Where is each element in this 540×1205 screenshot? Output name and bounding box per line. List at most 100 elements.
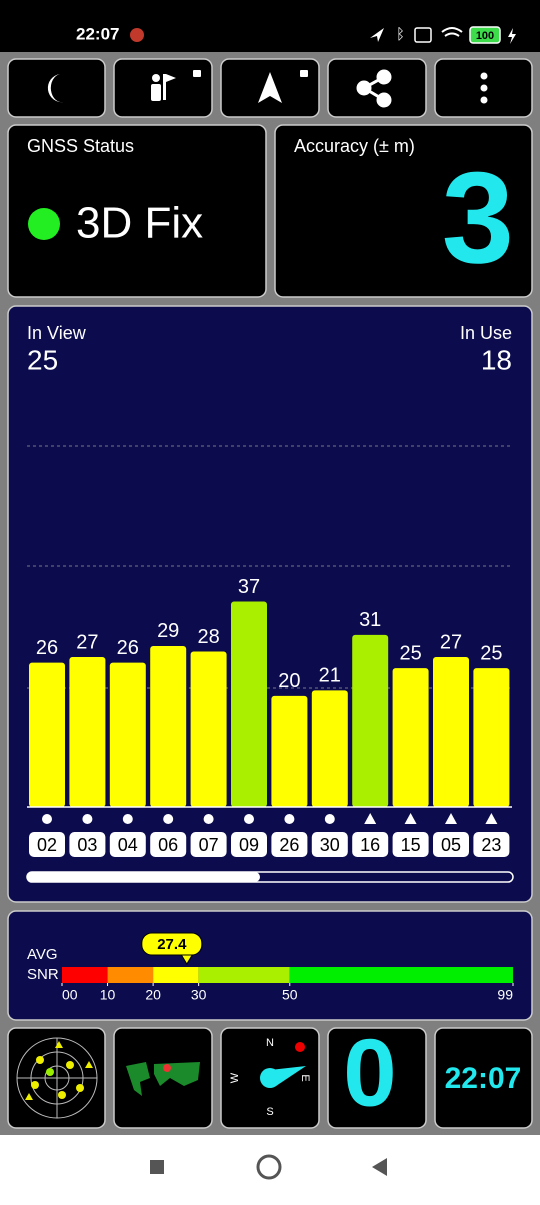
snr-tick-label: 20 [145, 987, 161, 1003]
in-use-marker [284, 814, 295, 824]
compass-letter: W [229, 1072, 241, 1083]
scrollbar-thumb[interactable] [27, 872, 260, 882]
value-label: 29 [157, 620, 179, 642]
bar [150, 645, 187, 807]
snr-label: SNR [27, 966, 59, 983]
snr-tick-label: 10 [100, 987, 116, 1003]
gnss-panel [7, 124, 267, 298]
battery [469, 26, 501, 44]
snr-tick-label: 50 [282, 987, 298, 1003]
prn-label: 16 [360, 835, 380, 855]
gnss-title: GNSS Status [27, 136, 134, 156]
value-label: 28 [197, 626, 219, 648]
in-use-marker [122, 814, 133, 824]
snr-label: AVG [27, 946, 58, 963]
in-use-marker [485, 813, 498, 824]
prn-box [150, 832, 187, 857]
snr-segment [62, 967, 108, 983]
share-icon [356, 69, 392, 108]
snr-segment [198, 967, 290, 983]
bar [190, 651, 227, 807]
prn-label: 07 [199, 835, 219, 855]
snr-scale: 00 10 20 30 50 99 27.4 [61, 932, 514, 1003]
share-button[interactable] [327, 58, 427, 118]
bar [271, 695, 308, 807]
moon-icon [47, 74, 64, 103]
snr-panel [7, 910, 533, 1021]
prn-box [29, 832, 65, 857]
in-use-marker [445, 813, 457, 824]
value-label: 37 [238, 576, 260, 598]
clock-tile[interactable] [434, 1027, 533, 1129]
in-use-marker [324, 814, 335, 824]
bar [392, 668, 429, 807]
back-button[interactable] [372, 1158, 387, 1176]
prn-label: 04 [118, 835, 138, 855]
in-view-label: In View [27, 323, 87, 343]
bar [29, 662, 65, 807]
wifi-icon [441, 27, 463, 37]
bar [352, 634, 389, 807]
speed-tile[interactable] [327, 1027, 427, 1129]
notification-icon [130, 28, 144, 42]
radar-satellites [25, 1041, 93, 1100]
compass-needle [260, 1042, 306, 1088]
in-use-marker [404, 813, 417, 824]
prn-label: 05 [441, 835, 461, 855]
accuracy-panel [274, 124, 533, 298]
dots-icon [480, 72, 488, 104]
value-label: 26 [117, 637, 139, 659]
compass: N E S W [229, 1037, 311, 1118]
night-mode-button[interactable] [7, 58, 106, 118]
charging-icon [508, 28, 516, 44]
bar [109, 662, 146, 807]
prn-label: 06 [158, 835, 178, 855]
prn-label: 30 [320, 835, 340, 855]
snr-segment [107, 967, 154, 983]
bar [311, 690, 348, 807]
compass-letter: S [266, 1106, 273, 1118]
status-time: 22:07 [76, 24, 119, 43]
bar-chart: 26 02 27 03 26 04 29 06 28 07 37 09 20 26 21 30 31 16 25 15… [29, 576, 510, 857]
bar [69, 657, 106, 807]
value-label: 21 [319, 665, 341, 687]
accuracy-value: 3 [442, 144, 514, 290]
value-label: 20 [278, 670, 300, 692]
person-icon [151, 70, 201, 101]
prn-label: 23 [481, 835, 501, 855]
prn-label: 02 [37, 835, 57, 855]
prn-label: 03 [77, 835, 97, 855]
sim-icon [414, 27, 432, 43]
in-use-marker [244, 814, 254, 824]
value-label: 27 [440, 631, 462, 653]
fix-indicator [28, 208, 60, 240]
speed-value: 0 [343, 1019, 396, 1126]
bar [473, 668, 510, 807]
in-use-marker [203, 814, 214, 824]
bluetooth-icon: ᛒ [396, 26, 405, 43]
prn-box [473, 832, 510, 857]
snr-segment [153, 967, 199, 983]
snr-tick-label: 00 [62, 987, 78, 1003]
bar [433, 657, 469, 807]
accuracy-label: Accuracy (± m) [294, 136, 415, 156]
prn-box [352, 832, 389, 857]
prn-label: 09 [239, 835, 259, 855]
value-label: 26 [36, 637, 58, 659]
compass-letter: N [266, 1037, 274, 1049]
prn-box [231, 832, 267, 857]
value-label: 25 [399, 642, 421, 664]
value-label: 27 [76, 631, 98, 653]
in-use-count: 18 [481, 344, 512, 375]
lock-icon [300, 70, 308, 77]
home-button[interactable] [256, 1154, 282, 1180]
battery-level: 100 [476, 30, 494, 42]
in-use-label: In Use [460, 323, 512, 343]
world-map [124, 1060, 202, 1098]
prn-box [69, 832, 106, 857]
prn-box [311, 832, 348, 857]
value-label: 25 [480, 642, 502, 664]
prn-box [271, 832, 308, 857]
recents-button[interactable] [150, 1160, 164, 1174]
